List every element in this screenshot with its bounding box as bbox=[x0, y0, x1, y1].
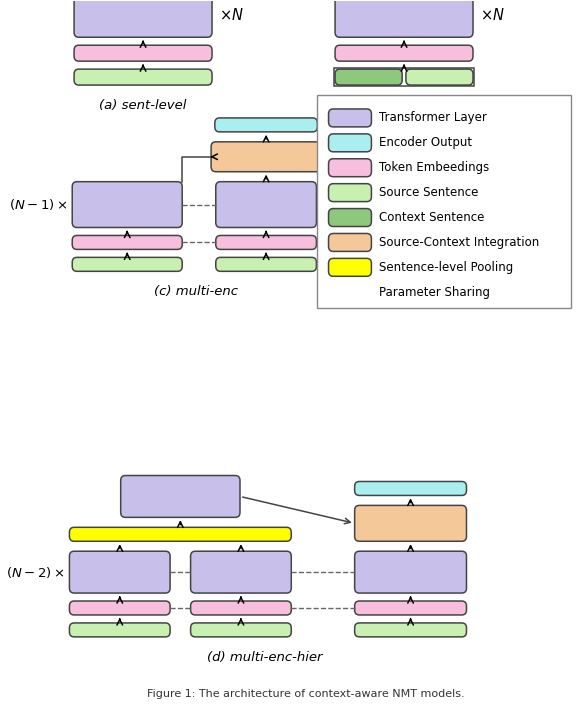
Text: Source-Context Integration: Source-Context Integration bbox=[379, 236, 539, 249]
FancyBboxPatch shape bbox=[328, 234, 372, 251]
FancyBboxPatch shape bbox=[72, 236, 182, 249]
FancyBboxPatch shape bbox=[335, 0, 473, 37]
FancyBboxPatch shape bbox=[211, 142, 321, 172]
FancyBboxPatch shape bbox=[74, 0, 212, 37]
Text: (b) concat: (b) concat bbox=[370, 99, 438, 112]
FancyBboxPatch shape bbox=[355, 481, 467, 496]
Text: $(N-2)\times$: $(N-2)\times$ bbox=[6, 565, 65, 580]
FancyBboxPatch shape bbox=[121, 476, 240, 517]
Text: (d) multi-enc-hier: (d) multi-enc-hier bbox=[207, 651, 323, 664]
FancyBboxPatch shape bbox=[317, 95, 571, 309]
FancyBboxPatch shape bbox=[191, 623, 291, 637]
FancyBboxPatch shape bbox=[328, 184, 372, 202]
FancyBboxPatch shape bbox=[215, 118, 317, 132]
FancyBboxPatch shape bbox=[328, 109, 372, 127]
Text: Token Embeedings: Token Embeedings bbox=[379, 161, 489, 174]
FancyBboxPatch shape bbox=[328, 159, 372, 176]
FancyBboxPatch shape bbox=[72, 258, 182, 271]
FancyBboxPatch shape bbox=[216, 236, 316, 249]
FancyBboxPatch shape bbox=[335, 69, 402, 85]
FancyBboxPatch shape bbox=[191, 551, 291, 593]
FancyBboxPatch shape bbox=[355, 551, 467, 593]
FancyBboxPatch shape bbox=[328, 134, 372, 152]
FancyBboxPatch shape bbox=[72, 181, 182, 227]
FancyBboxPatch shape bbox=[70, 527, 291, 542]
FancyBboxPatch shape bbox=[216, 258, 316, 271]
Text: Context Sentence: Context Sentence bbox=[379, 211, 484, 224]
FancyBboxPatch shape bbox=[328, 208, 372, 227]
FancyBboxPatch shape bbox=[74, 69, 212, 85]
FancyBboxPatch shape bbox=[355, 505, 467, 542]
FancyBboxPatch shape bbox=[328, 258, 372, 276]
Text: $\times N$: $\times N$ bbox=[480, 7, 505, 23]
Text: (a) sent-level: (a) sent-level bbox=[100, 99, 187, 112]
Text: Sentence-level Pooling: Sentence-level Pooling bbox=[379, 261, 513, 274]
FancyBboxPatch shape bbox=[74, 45, 212, 61]
FancyBboxPatch shape bbox=[70, 551, 170, 593]
Text: $\times N$: $\times N$ bbox=[218, 7, 244, 23]
Text: Transformer Layer: Transformer Layer bbox=[379, 112, 487, 124]
Text: Source Sentence: Source Sentence bbox=[379, 186, 478, 199]
Text: $(N-1)\times$: $(N-1)\times$ bbox=[9, 197, 67, 212]
FancyBboxPatch shape bbox=[216, 181, 316, 227]
FancyBboxPatch shape bbox=[191, 601, 291, 615]
Text: Figure 1: The architecture of context-aware NMT models.: Figure 1: The architecture of context-aw… bbox=[147, 688, 465, 699]
FancyBboxPatch shape bbox=[355, 623, 467, 637]
FancyBboxPatch shape bbox=[335, 45, 473, 61]
Text: Encoder Output: Encoder Output bbox=[379, 136, 472, 150]
Text: Parameter Sharing: Parameter Sharing bbox=[379, 286, 490, 299]
FancyBboxPatch shape bbox=[70, 623, 170, 637]
FancyBboxPatch shape bbox=[70, 601, 170, 615]
Bar bbox=[334, 68, 474, 86]
FancyBboxPatch shape bbox=[406, 69, 473, 85]
Text: (c) multi-enc: (c) multi-enc bbox=[154, 285, 238, 298]
FancyBboxPatch shape bbox=[355, 601, 467, 615]
